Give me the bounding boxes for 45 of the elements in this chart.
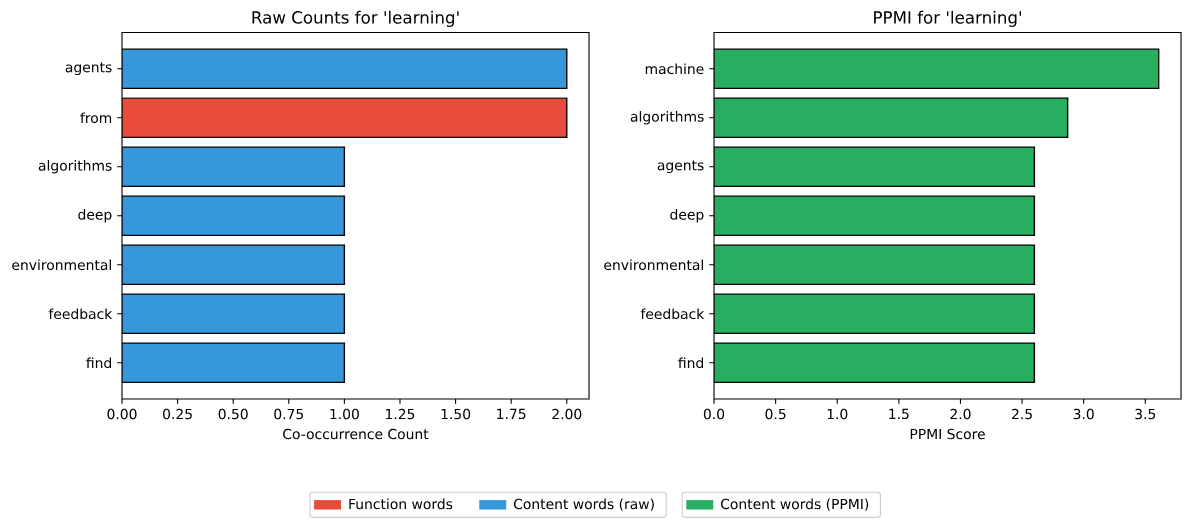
- y-tick-label: agents: [65, 62, 112, 76]
- y-tick-label: algorithms: [38, 160, 112, 174]
- x-tick-label: 1.5: [889, 408, 909, 420]
- x-tick-label: 1.75: [497, 408, 526, 420]
- legend-label: Content words (PPMI): [720, 498, 869, 511]
- x-tick-label: 0.75: [274, 408, 304, 420]
- y-tick-label: deep: [78, 209, 112, 223]
- y-tick-label: agents: [657, 160, 704, 174]
- y-tick-label: from: [80, 112, 112, 124]
- bar: [714, 244, 1036, 286]
- bar: [714, 195, 1036, 237]
- chart-title: PPMI for 'learning': [874, 10, 1021, 27]
- x-tick-label: 1.25: [386, 408, 415, 420]
- bar: [714, 342, 1036, 384]
- bar: [714, 97, 1069, 139]
- bar: [714, 48, 1160, 90]
- chart-title: Raw Counts for 'learning': [252, 10, 459, 27]
- y-tick-label: environmental: [12, 259, 111, 271]
- legend-label: Function words: [349, 498, 453, 510]
- y-tick-label: find: [86, 357, 111, 369]
- x-axis-title: Co-occurrence Count: [283, 428, 429, 440]
- x-tick-label: 2.00: [552, 408, 582, 420]
- bar: [714, 293, 1036, 335]
- y-tick-label: feedback: [640, 308, 705, 320]
- x-tick-label: 1.0: [827, 408, 848, 420]
- bar: [714, 146, 1036, 188]
- y-tick-label: deep: [670, 209, 704, 223]
- y-tick-label: algorithms: [630, 111, 704, 125]
- x-tick-label: 0.25: [163, 408, 192, 420]
- x-tick-label: 3.0: [1073, 408, 1094, 420]
- x-tick-label: 0.5: [765, 408, 786, 420]
- y-tick-label: machine: [645, 63, 704, 75]
- y-tick-label: find: [678, 357, 703, 369]
- x-tick-label: 3.5: [1135, 408, 1156, 420]
- x-axis-title: PPMI Score: [910, 428, 985, 440]
- legend-label: Content words (raw): [513, 498, 654, 511]
- y-tick-label: environmental: [604, 259, 703, 271]
- y-tick-label: feedback: [48, 308, 113, 320]
- x-tick-label: 0.0: [703, 408, 725, 420]
- x-tick-label: 2.0: [950, 408, 971, 420]
- x-tick-label: 1.00: [330, 408, 359, 420]
- x-tick-label: 2.5: [1012, 408, 1032, 420]
- x-tick-label: 1.50: [441, 408, 471, 420]
- x-tick-label: 0.00: [107, 408, 137, 420]
- x-tick-label: 0.50: [218, 408, 248, 420]
